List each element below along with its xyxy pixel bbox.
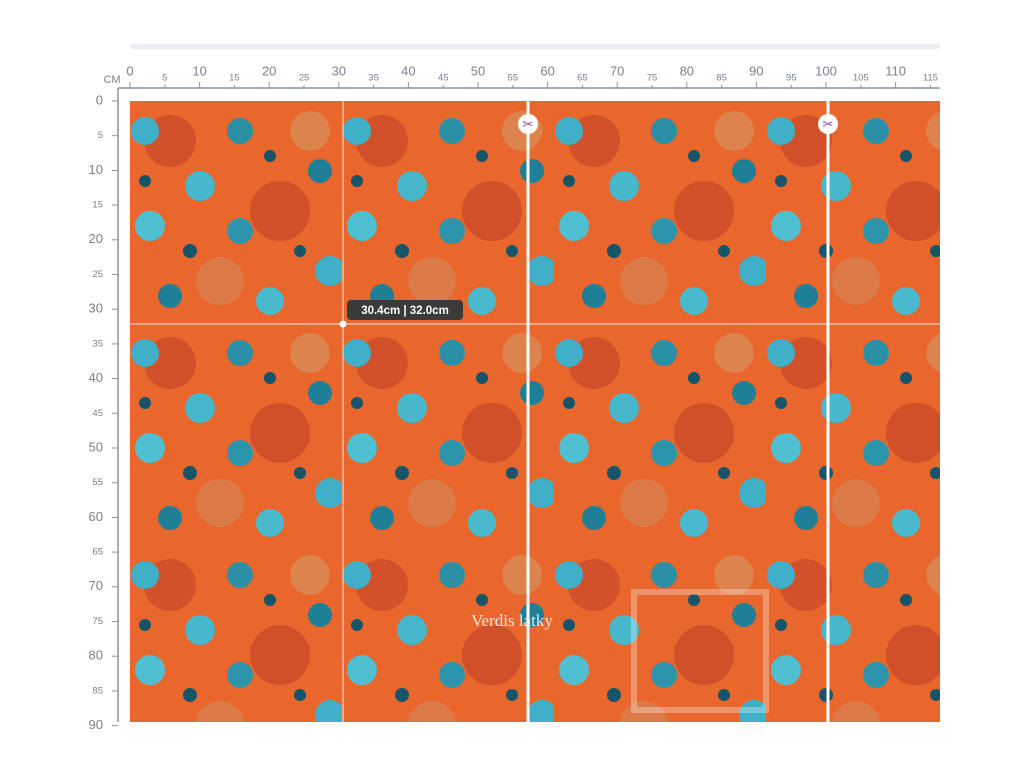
top-ruler-label: 100	[815, 63, 837, 78]
left-ruler-label: 90	[89, 717, 103, 732]
top-ruler-label: 75	[647, 73, 658, 84]
watermark-logo	[631, 589, 769, 713]
left-ruler-label: 5	[98, 130, 103, 141]
left-ruler-label: 0	[96, 92, 103, 107]
top-ruler-label: 35	[368, 73, 379, 84]
left-ruler-label: 10	[89, 162, 103, 177]
left-ruler-label: 35	[92, 338, 103, 349]
top-ruler-label: 55	[508, 73, 519, 84]
top-ruler-label: 50	[471, 63, 485, 78]
left-ruler-label: 30	[89, 301, 103, 316]
top-ruler-label: 90	[749, 63, 763, 78]
scissors-icon[interactable]	[518, 114, 538, 134]
fabric	[130, 101, 940, 722]
top-ruler-label: 80	[680, 63, 694, 78]
left-ruler-label: 60	[89, 509, 103, 524]
scissors-glyph: ✂	[523, 116, 534, 131]
top-ruler-label: 70	[610, 63, 624, 78]
left-ruler-label: 50	[89, 439, 103, 454]
top-ruler-label: 105	[853, 73, 869, 84]
top-ruler-label: 95	[786, 73, 797, 84]
top-ruler-label: 65	[577, 73, 588, 84]
left-ruler-label: 75	[92, 616, 103, 627]
measurement-label: 30.4cm | 32.0cm	[361, 305, 449, 317]
top-ruler-label: 60	[540, 63, 554, 78]
left-ruler-label: 25	[92, 269, 103, 280]
left-ruler-label: 45	[92, 408, 103, 419]
top-ruler-label: 5	[162, 73, 167, 84]
left-ruler-label: 20	[89, 231, 103, 246]
left-ruler-label: 40	[89, 370, 103, 385]
top-ruler-label: 40	[401, 63, 415, 78]
top-ruler-label: 0	[126, 63, 133, 78]
scissors-icon[interactable]	[818, 114, 838, 134]
left-ruler-label: 65	[92, 547, 103, 558]
unit-label: CM	[103, 74, 120, 86]
left-ruler-label: 55	[92, 477, 103, 488]
measurement-box	[347, 300, 463, 320]
top-ruler-label: 15	[229, 73, 240, 84]
left-ruler-label: 80	[89, 648, 103, 663]
top-ruler-label: 20	[262, 63, 276, 78]
ruler-ticks: 0 5 10 15 20 25 30 35 40 45 50 55 60 65 70 75 80 85 90 95 10…	[89, 63, 938, 732]
left-ruler-label: 85	[92, 685, 103, 696]
top-bar	[130, 44, 940, 49]
top-ruler-label: 10	[192, 63, 206, 78]
measure-handle[interactable]	[339, 320, 347, 328]
top-ruler-label: 115	[923, 73, 938, 84]
top-ruler-label: 45	[438, 73, 449, 84]
top-ruler-label: 85	[716, 73, 727, 84]
top-ruler-label: 110	[885, 63, 906, 78]
left-ruler-label: 15	[92, 200, 103, 211]
left-ruler-label: 70	[89, 578, 103, 593]
watermark: Verdis látky	[471, 611, 553, 630]
top-ruler-label: 30	[332, 63, 346, 78]
scissors-glyph: ✂	[823, 116, 834, 131]
top-ruler-label: 25	[299, 73, 310, 84]
